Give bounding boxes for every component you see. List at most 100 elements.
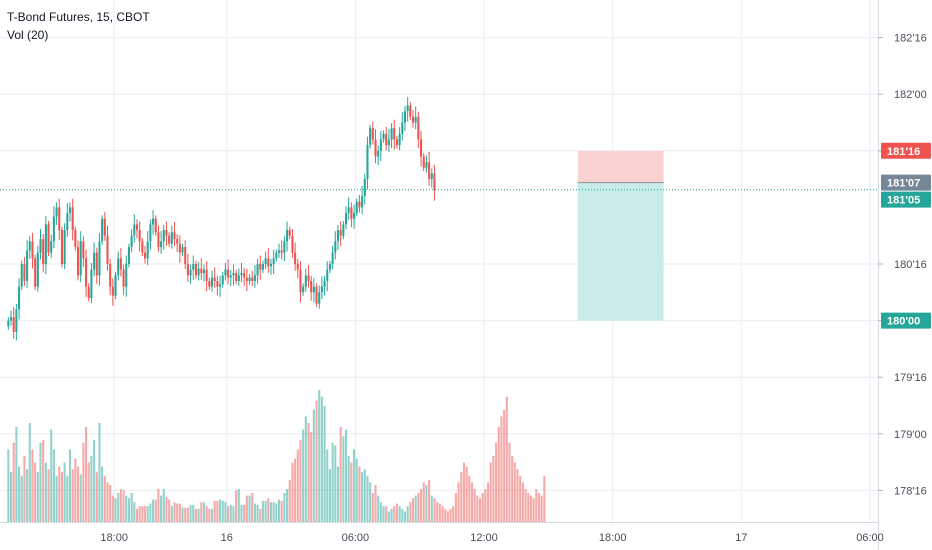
candle-body — [79, 241, 82, 276]
candle-body — [173, 232, 176, 240]
candle — [369, 124, 372, 149]
volume-bar — [393, 506, 396, 522]
symbol-title[interactable]: T-Bond Futures, 15, CBOT — [7, 10, 150, 24]
volume-bar — [462, 462, 465, 522]
candle — [197, 261, 200, 281]
volume-bar — [26, 469, 29, 522]
candle-body — [331, 252, 334, 264]
candle — [320, 276, 323, 300]
volume-bar — [7, 449, 10, 522]
volume-bar — [342, 436, 345, 522]
volume-bar — [414, 495, 417, 522]
volume-bar — [377, 495, 380, 522]
volume-bar — [516, 469, 519, 522]
volume-bar — [500, 416, 503, 522]
candle-body — [23, 264, 26, 281]
volume-bar — [42, 440, 45, 522]
volume-bar — [524, 489, 527, 522]
candle-body — [277, 250, 281, 253]
price-tag-label: 181'05 — [887, 195, 920, 207]
candle-body — [63, 230, 66, 264]
volume-bar — [141, 506, 144, 522]
candle-body — [176, 239, 179, 244]
price-tag-bg — [881, 312, 931, 329]
price-tag-bg — [881, 174, 931, 191]
volume-bar — [232, 506, 235, 522]
candle — [331, 245, 334, 270]
candle-body — [385, 133, 388, 146]
volume-bar — [433, 498, 436, 522]
candle-body — [117, 258, 120, 276]
candle — [168, 232, 171, 248]
candlesticks[interactable] — [7, 97, 436, 341]
volume-bar — [267, 498, 270, 522]
candle — [299, 261, 302, 303]
volume-bar — [481, 492, 484, 522]
candle-body — [393, 128, 396, 140]
volume-bar — [178, 503, 181, 522]
volume-bar — [135, 508, 139, 522]
volume-bar — [363, 469, 366, 522]
volume-bar — [106, 482, 109, 522]
candle — [63, 223, 66, 270]
volume-bar — [473, 489, 476, 522]
candle — [165, 221, 168, 246]
time-axis-label: 12:00 — [470, 532, 498, 544]
volume-bar — [323, 405, 326, 522]
volume-bar — [95, 471, 98, 522]
candle-body — [68, 207, 72, 214]
candle — [355, 198, 358, 217]
candle-body — [240, 273, 243, 276]
volume-bar — [438, 503, 441, 522]
candle — [390, 123, 393, 148]
candle-body — [50, 241, 53, 253]
candle — [31, 232, 34, 269]
price-axis-label: 182'16 — [894, 33, 927, 45]
candle — [98, 232, 101, 286]
candle — [291, 228, 294, 258]
volume-bar — [441, 506, 444, 522]
volume-indicator-label[interactable]: Vol (20) — [7, 28, 49, 42]
candle-body — [296, 264, 299, 270]
volume-bar — [513, 462, 516, 522]
candle — [294, 242, 297, 271]
volume-bar — [465, 466, 468, 522]
candle-body — [286, 230, 289, 242]
candle — [106, 225, 109, 271]
candle — [280, 240, 283, 260]
volume-bar — [492, 456, 495, 522]
candle-body — [44, 224, 47, 264]
volume-bar — [133, 502, 136, 522]
candle — [216, 275, 219, 296]
candle-body — [264, 258, 267, 264]
candle-body — [283, 241, 286, 253]
candle — [157, 225, 160, 253]
volume-bar — [286, 489, 289, 522]
candle-body — [216, 280, 219, 287]
candle-body — [229, 275, 232, 278]
candle — [68, 202, 72, 222]
candle-body — [425, 162, 428, 168]
position-zones[interactable] — [577, 150, 664, 321]
volume-bar — [320, 396, 323, 522]
candle — [411, 110, 415, 128]
volume-bar — [55, 475, 58, 522]
candle — [79, 231, 82, 283]
time-axis[interactable]: 18:00 16 06:00 12:00 18:00 17 06:00 — [0, 522, 884, 550]
candle — [307, 265, 310, 288]
volume-bar — [537, 492, 541, 522]
candle — [406, 97, 409, 122]
candle — [125, 255, 128, 297]
candle — [103, 211, 106, 241]
volume-bar — [122, 490, 125, 522]
time-axis-label: 16 — [221, 532, 233, 544]
volume-bar — [202, 502, 206, 522]
candle-body — [261, 264, 264, 270]
candle — [42, 234, 45, 273]
candle-body — [125, 264, 128, 287]
price-axis[interactable]: 183'00182'16182'00181'16180'16180'00179'… — [878, 0, 932, 550]
candle-body — [315, 286, 318, 304]
candle — [350, 202, 353, 228]
candle — [379, 130, 382, 161]
